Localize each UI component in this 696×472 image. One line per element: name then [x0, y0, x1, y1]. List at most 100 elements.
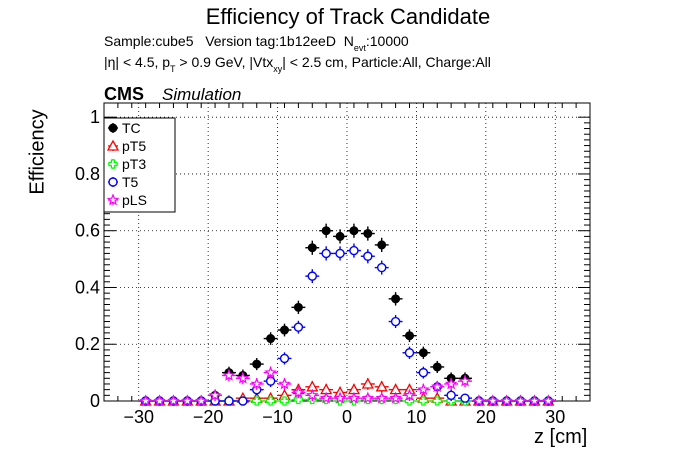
- x-tick-label: 30: [545, 407, 565, 427]
- x-axis-label: z [cm]: [534, 426, 588, 448]
- legend-label: pT5: [122, 138, 146, 154]
- data-point: [238, 396, 248, 406]
- data-point: [514, 394, 527, 407]
- data-point: [252, 359, 262, 369]
- data-point: [307, 271, 317, 281]
- data-point: [293, 322, 304, 332]
- data-point: [321, 248, 331, 259]
- data-point: [542, 394, 555, 407]
- data-point: [266, 334, 276, 344]
- legend-label: TC: [122, 120, 141, 136]
- data-point: [390, 316, 401, 327]
- data-point: [335, 248, 345, 259]
- nevt-subscript: evt: [353, 43, 366, 53]
- data-point: [306, 388, 319, 401]
- data-point: [153, 394, 166, 407]
- data-point: [377, 240, 387, 250]
- pt-cut: > 0.9 GeV, |Vtx: [175, 54, 274, 70]
- version-label: Version tag:1b12eeD: [205, 33, 336, 49]
- data-point: [528, 394, 541, 407]
- data-point: [252, 396, 262, 406]
- data-point: [292, 385, 305, 398]
- legend: TC pT5 pT3 T5 pLS: [103, 117, 176, 213]
- data-point: [236, 371, 250, 384]
- data-point: [347, 391, 361, 404]
- sample-info-line: Sample:cube5 Version tag:1b12eeD Nevt:10…: [104, 33, 409, 53]
- data-point: [417, 383, 430, 395]
- data-point: [444, 377, 458, 390]
- data-point: [418, 367, 429, 378]
- legend-marker: [108, 159, 118, 169]
- data-point: [500, 394, 513, 407]
- y-tick-label: 0.4: [75, 277, 100, 297]
- data-point: [194, 394, 208, 407]
- data-point: [375, 380, 388, 392]
- data-point: [293, 394, 303, 405]
- selection-info-line: |η| < 4.5, pT > 0.9 GeV, |Vtxxy| < 2.5 c…: [104, 54, 491, 74]
- data-point: [181, 394, 194, 407]
- series-pls: [138, 366, 556, 407]
- data-point: [333, 391, 347, 404]
- data-point: [418, 396, 428, 406]
- simulation-label: Simulation: [162, 85, 242, 104]
- y-tick-label: 0: [90, 391, 100, 411]
- y-axis-label: Efficiency: [26, 109, 49, 195]
- vtx-subscript: xy: [273, 64, 283, 74]
- data-point: [361, 391, 375, 404]
- data-point: [319, 391, 333, 404]
- x-tick-label: 20: [476, 407, 496, 427]
- data-point: [139, 394, 152, 407]
- data-point: [432, 396, 442, 406]
- data-point: [363, 251, 373, 261]
- legend-label: pT3: [122, 156, 146, 172]
- data-point: [321, 226, 331, 236]
- y-tick-label: 1: [90, 107, 100, 127]
- data-point: [307, 243, 317, 253]
- data-point: [430, 380, 444, 393]
- chart-title: Efficiency of Track Candidate: [205, 4, 491, 29]
- data-point: [264, 366, 277, 378]
- data-point: [278, 377, 291, 390]
- data-point: [293, 302, 303, 312]
- data-point: [404, 348, 415, 358]
- cms-label: CMS: [104, 84, 144, 104]
- x-tick-label: 0: [342, 407, 352, 427]
- data-point: [486, 394, 500, 407]
- data-point: [222, 368, 236, 381]
- y-tick-label: 0.8: [75, 164, 100, 184]
- data-point: [280, 325, 290, 335]
- legend-marker: [106, 139, 120, 151]
- nevt-value: :10000: [365, 33, 409, 49]
- x-tick-label: 10: [406, 407, 426, 427]
- y-tick-label: 0.2: [75, 334, 100, 354]
- data-point: [432, 362, 442, 372]
- data-point: [266, 396, 276, 406]
- data-point: [446, 390, 456, 401]
- sample-label: Sample:cube5: [104, 33, 194, 49]
- data-point: [349, 245, 359, 256]
- pt-subscript: T: [170, 64, 176, 74]
- data-point: [458, 374, 472, 387]
- data-point: [167, 394, 180, 407]
- legend-marker: [106, 193, 120, 206]
- data-point: [208, 388, 222, 401]
- data-point: [391, 294, 401, 304]
- legend-marker: [108, 177, 118, 187]
- data-point: [375, 391, 388, 404]
- selection-rest: | < 2.5 cm, Particle:All, Charge:All: [282, 54, 491, 70]
- y-tick-label: 0.6: [75, 221, 100, 241]
- nevt-label: N: [343, 33, 354, 49]
- data-point: [389, 391, 402, 404]
- data-point: [335, 231, 345, 241]
- data-point: [279, 353, 290, 364]
- x-tick-label: −30: [123, 407, 154, 427]
- data-point: [279, 396, 290, 406]
- data-point: [224, 396, 234, 406]
- eta-cut: |η| < 4.5, p: [104, 54, 171, 70]
- x-tick-label: −20: [193, 407, 224, 427]
- data-point: [403, 388, 416, 401]
- data-point: [404, 331, 414, 341]
- legend-label: T5: [122, 174, 139, 190]
- x-tick-label: −10: [262, 407, 293, 427]
